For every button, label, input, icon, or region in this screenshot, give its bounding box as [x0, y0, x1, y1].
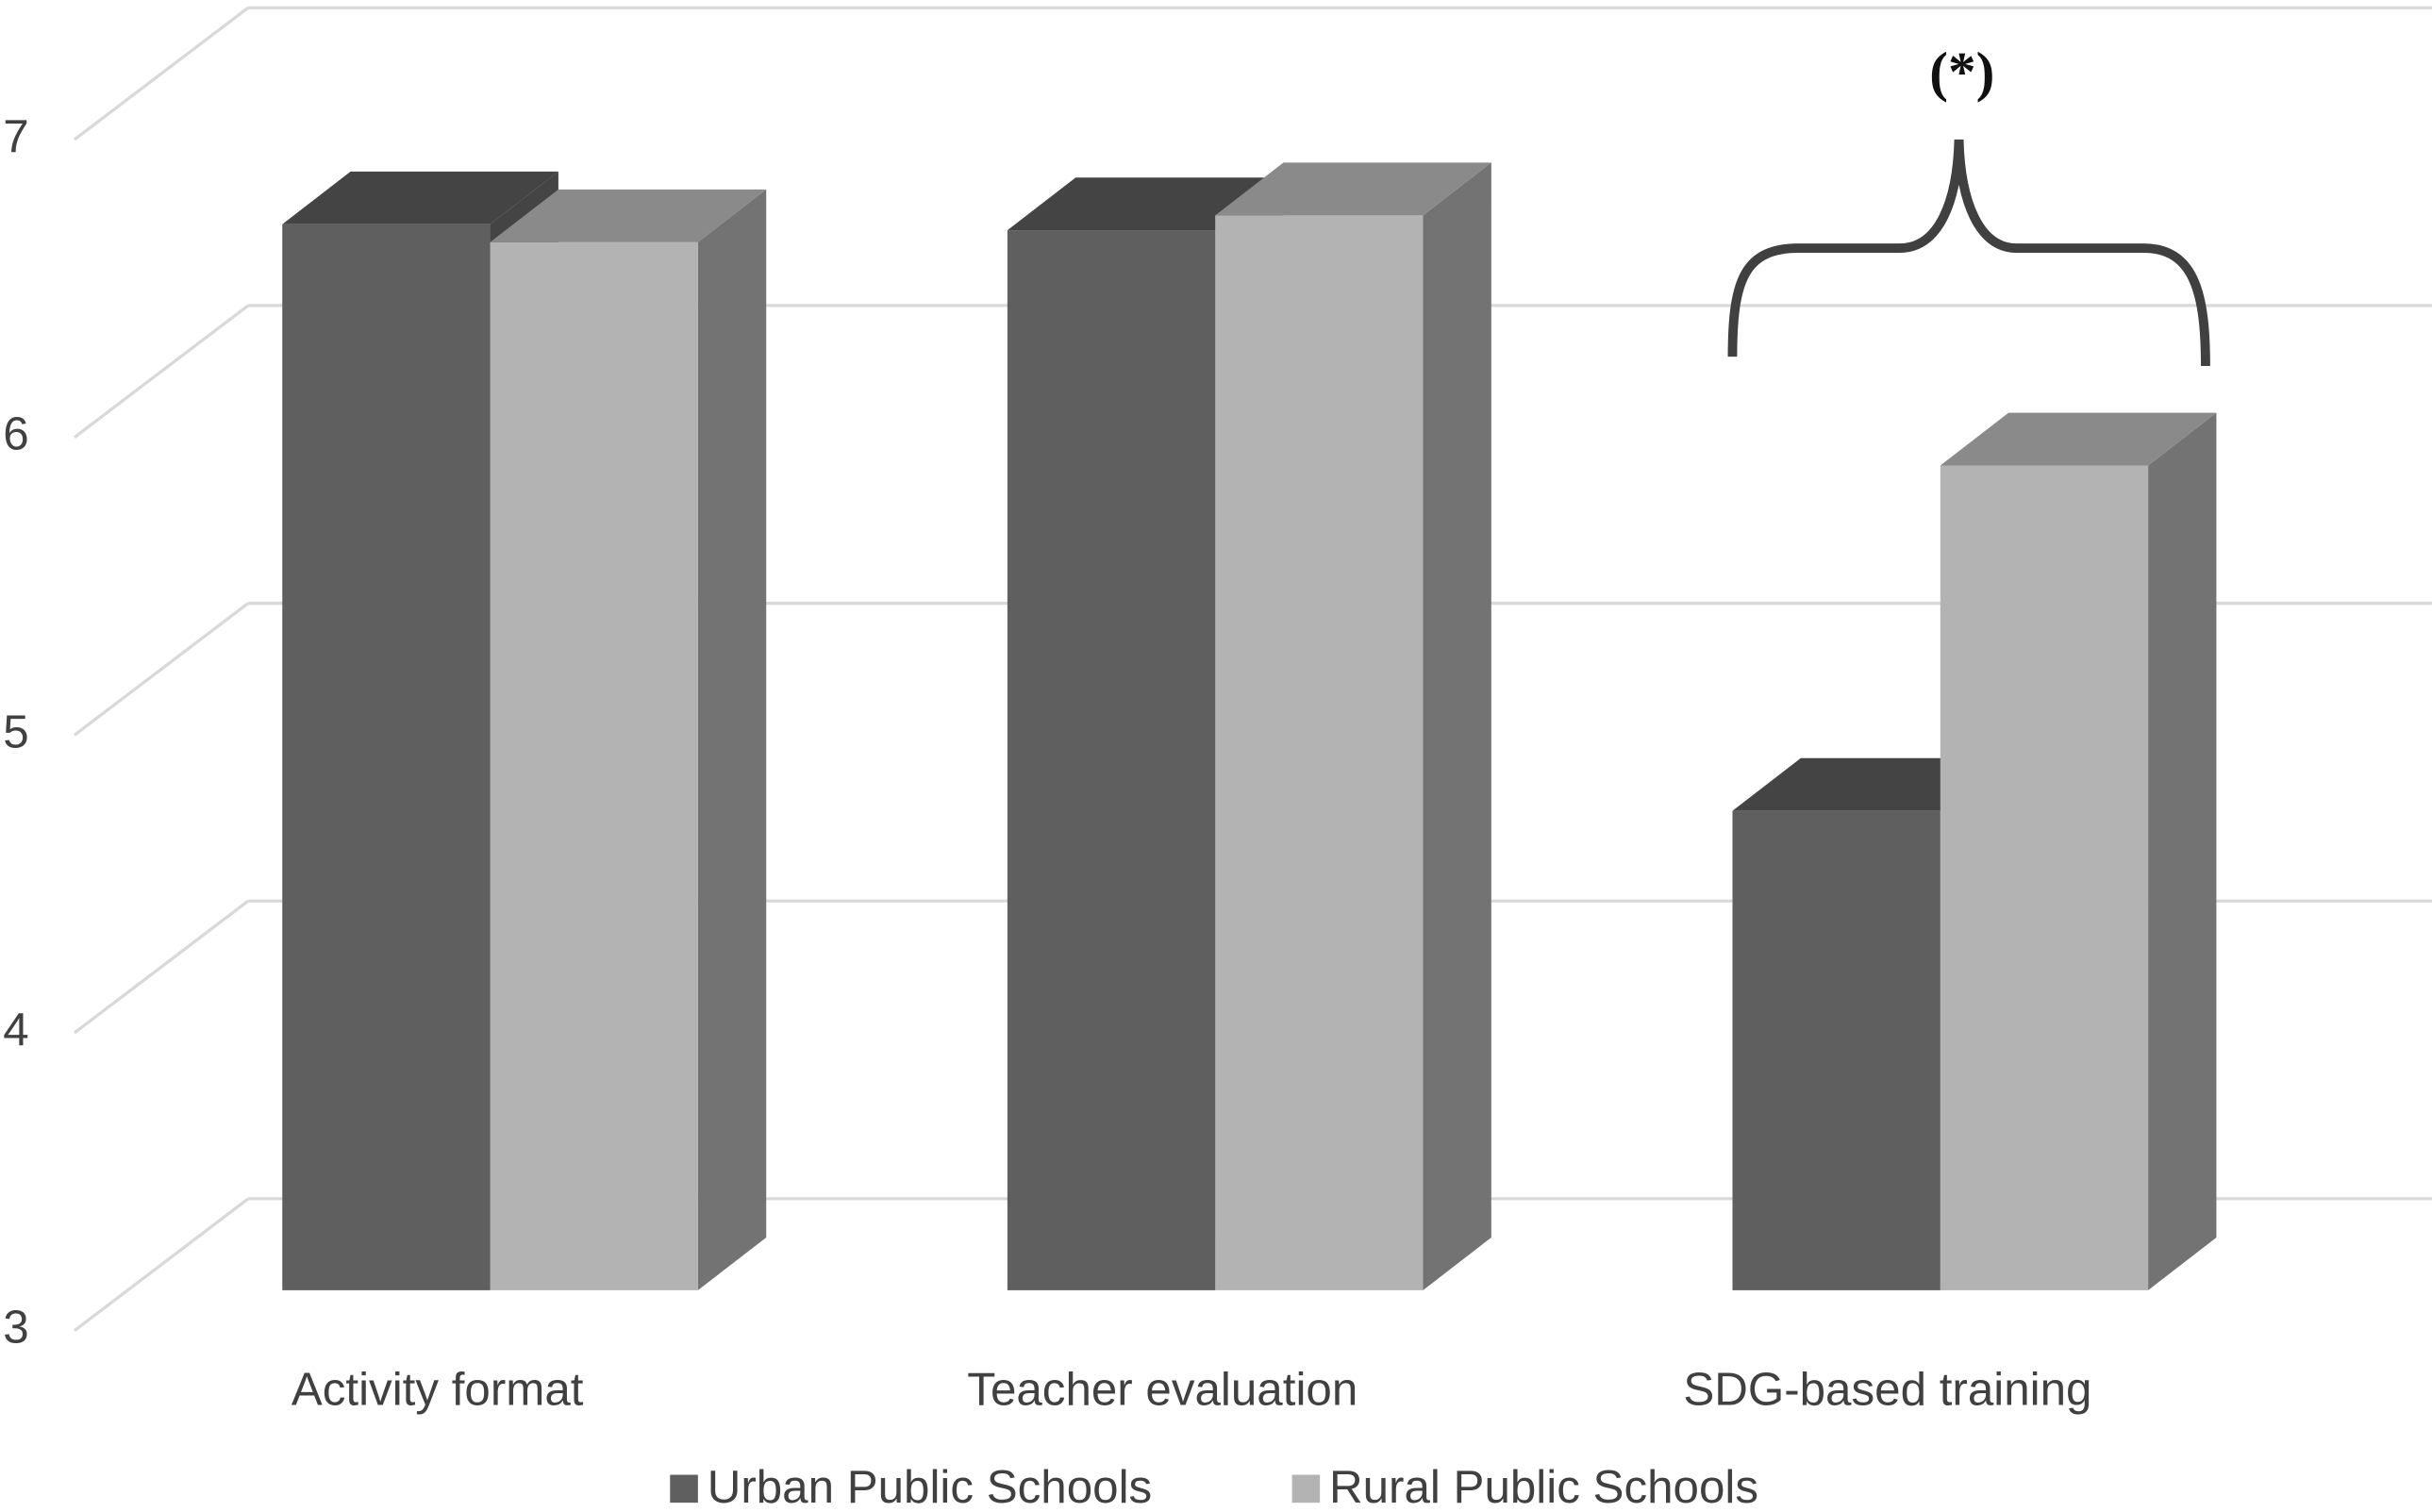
bar-side	[1423, 162, 1491, 1290]
bar-top	[1007, 177, 1284, 231]
grid-line-depth	[73, 6, 250, 141]
bar-top	[1940, 412, 2217, 466]
grid-line-depth	[73, 602, 250, 737]
grid-line-depth	[73, 899, 250, 1035]
bar	[1007, 230, 1216, 1290]
legend-swatch	[670, 1474, 698, 1504]
bar-side	[697, 189, 767, 1290]
bar	[490, 241, 698, 1290]
legend-swatch	[1291, 1474, 1321, 1504]
y-tick-label: 4	[3, 1004, 28, 1055]
bar	[282, 224, 491, 1290]
grid-line-depth	[73, 304, 250, 439]
grid-line-depth	[73, 1197, 250, 1332]
x-tick-label: Teacher evaluation	[967, 1363, 1358, 1415]
bar-top	[490, 189, 767, 242]
annotation: (*)	[1929, 41, 1994, 103]
bar-top	[1732, 757, 2009, 811]
legend-label: Rural Public Schools	[1329, 1461, 1758, 1512]
bar	[1732, 810, 1941, 1290]
x-tick-label: SDG-based training	[1683, 1363, 2091, 1415]
y-tick-label: 3	[3, 1302, 28, 1354]
x-tick-label: Activity format	[292, 1363, 584, 1415]
legend-label: Urban Public Schools	[708, 1461, 1152, 1512]
bar-top	[1215, 162, 1491, 216]
y-tick-label: 6	[3, 408, 28, 460]
bar-top	[282, 171, 558, 224]
bar	[1940, 465, 2149, 1290]
bar-side	[2148, 412, 2217, 1290]
y-tick-label: 5	[3, 706, 28, 757]
significance-brace	[1727, 139, 2210, 367]
y-tick-label: 7	[3, 110, 28, 162]
bar	[1215, 215, 1424, 1290]
